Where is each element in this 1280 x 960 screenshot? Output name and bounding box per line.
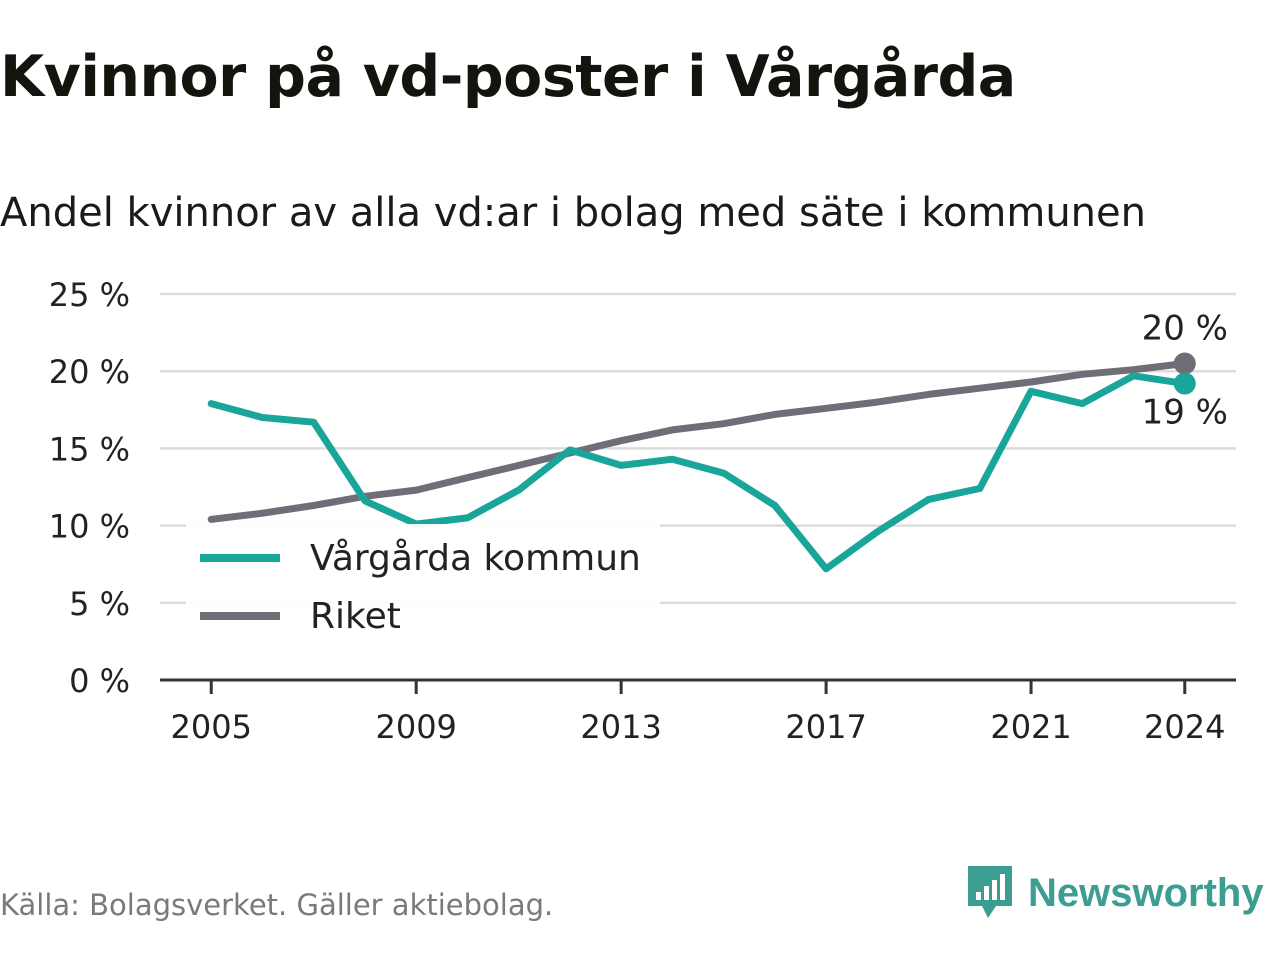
brand-name: Newsworthy [1028,870,1264,915]
chart-subtitle: Andel kvinnor av alla vd:ar i bolag med … [0,190,1146,236]
legend-label: Riket [310,596,401,637]
x-tick-label: 2024 [1144,708,1225,746]
y-tick-label: 0 % [69,662,130,700]
x-tick-label: 2021 [990,708,1071,746]
x-tick-label: 2017 [785,708,866,746]
series-line-vargarda [207,372,1189,573]
newsworthy-logo-icon [968,866,1012,918]
x-tick-label: 2013 [580,708,661,746]
end-label-riket: 20 % [1142,308,1228,348]
y-tick-label: 5 % [69,585,130,623]
y-tick-label: 15 % [49,430,130,468]
brand-logo[interactable]: Newsworthy [964,862,1264,924]
y-tick-label: 10 % [49,508,130,546]
x-tick-label: 2009 [375,708,456,746]
y-tick-label: 25 % [49,276,130,314]
x-tick-label: 2005 [171,708,252,746]
chart-title: Kvinnor på vd-poster i Vårgårda [0,44,1016,110]
source-note: Källa: Bolagsverket. Gäller aktiebolag. [0,888,554,922]
y-tick-label: 20 % [49,353,130,391]
end-point-marker [1173,372,1196,395]
legend-label: Vårgårda kommun [310,538,641,579]
end-point-marker [1173,352,1196,375]
legend-backdrop [186,524,660,652]
end-label-vargarda: 19 % [1142,393,1228,433]
series-line-riket [207,360,1189,523]
